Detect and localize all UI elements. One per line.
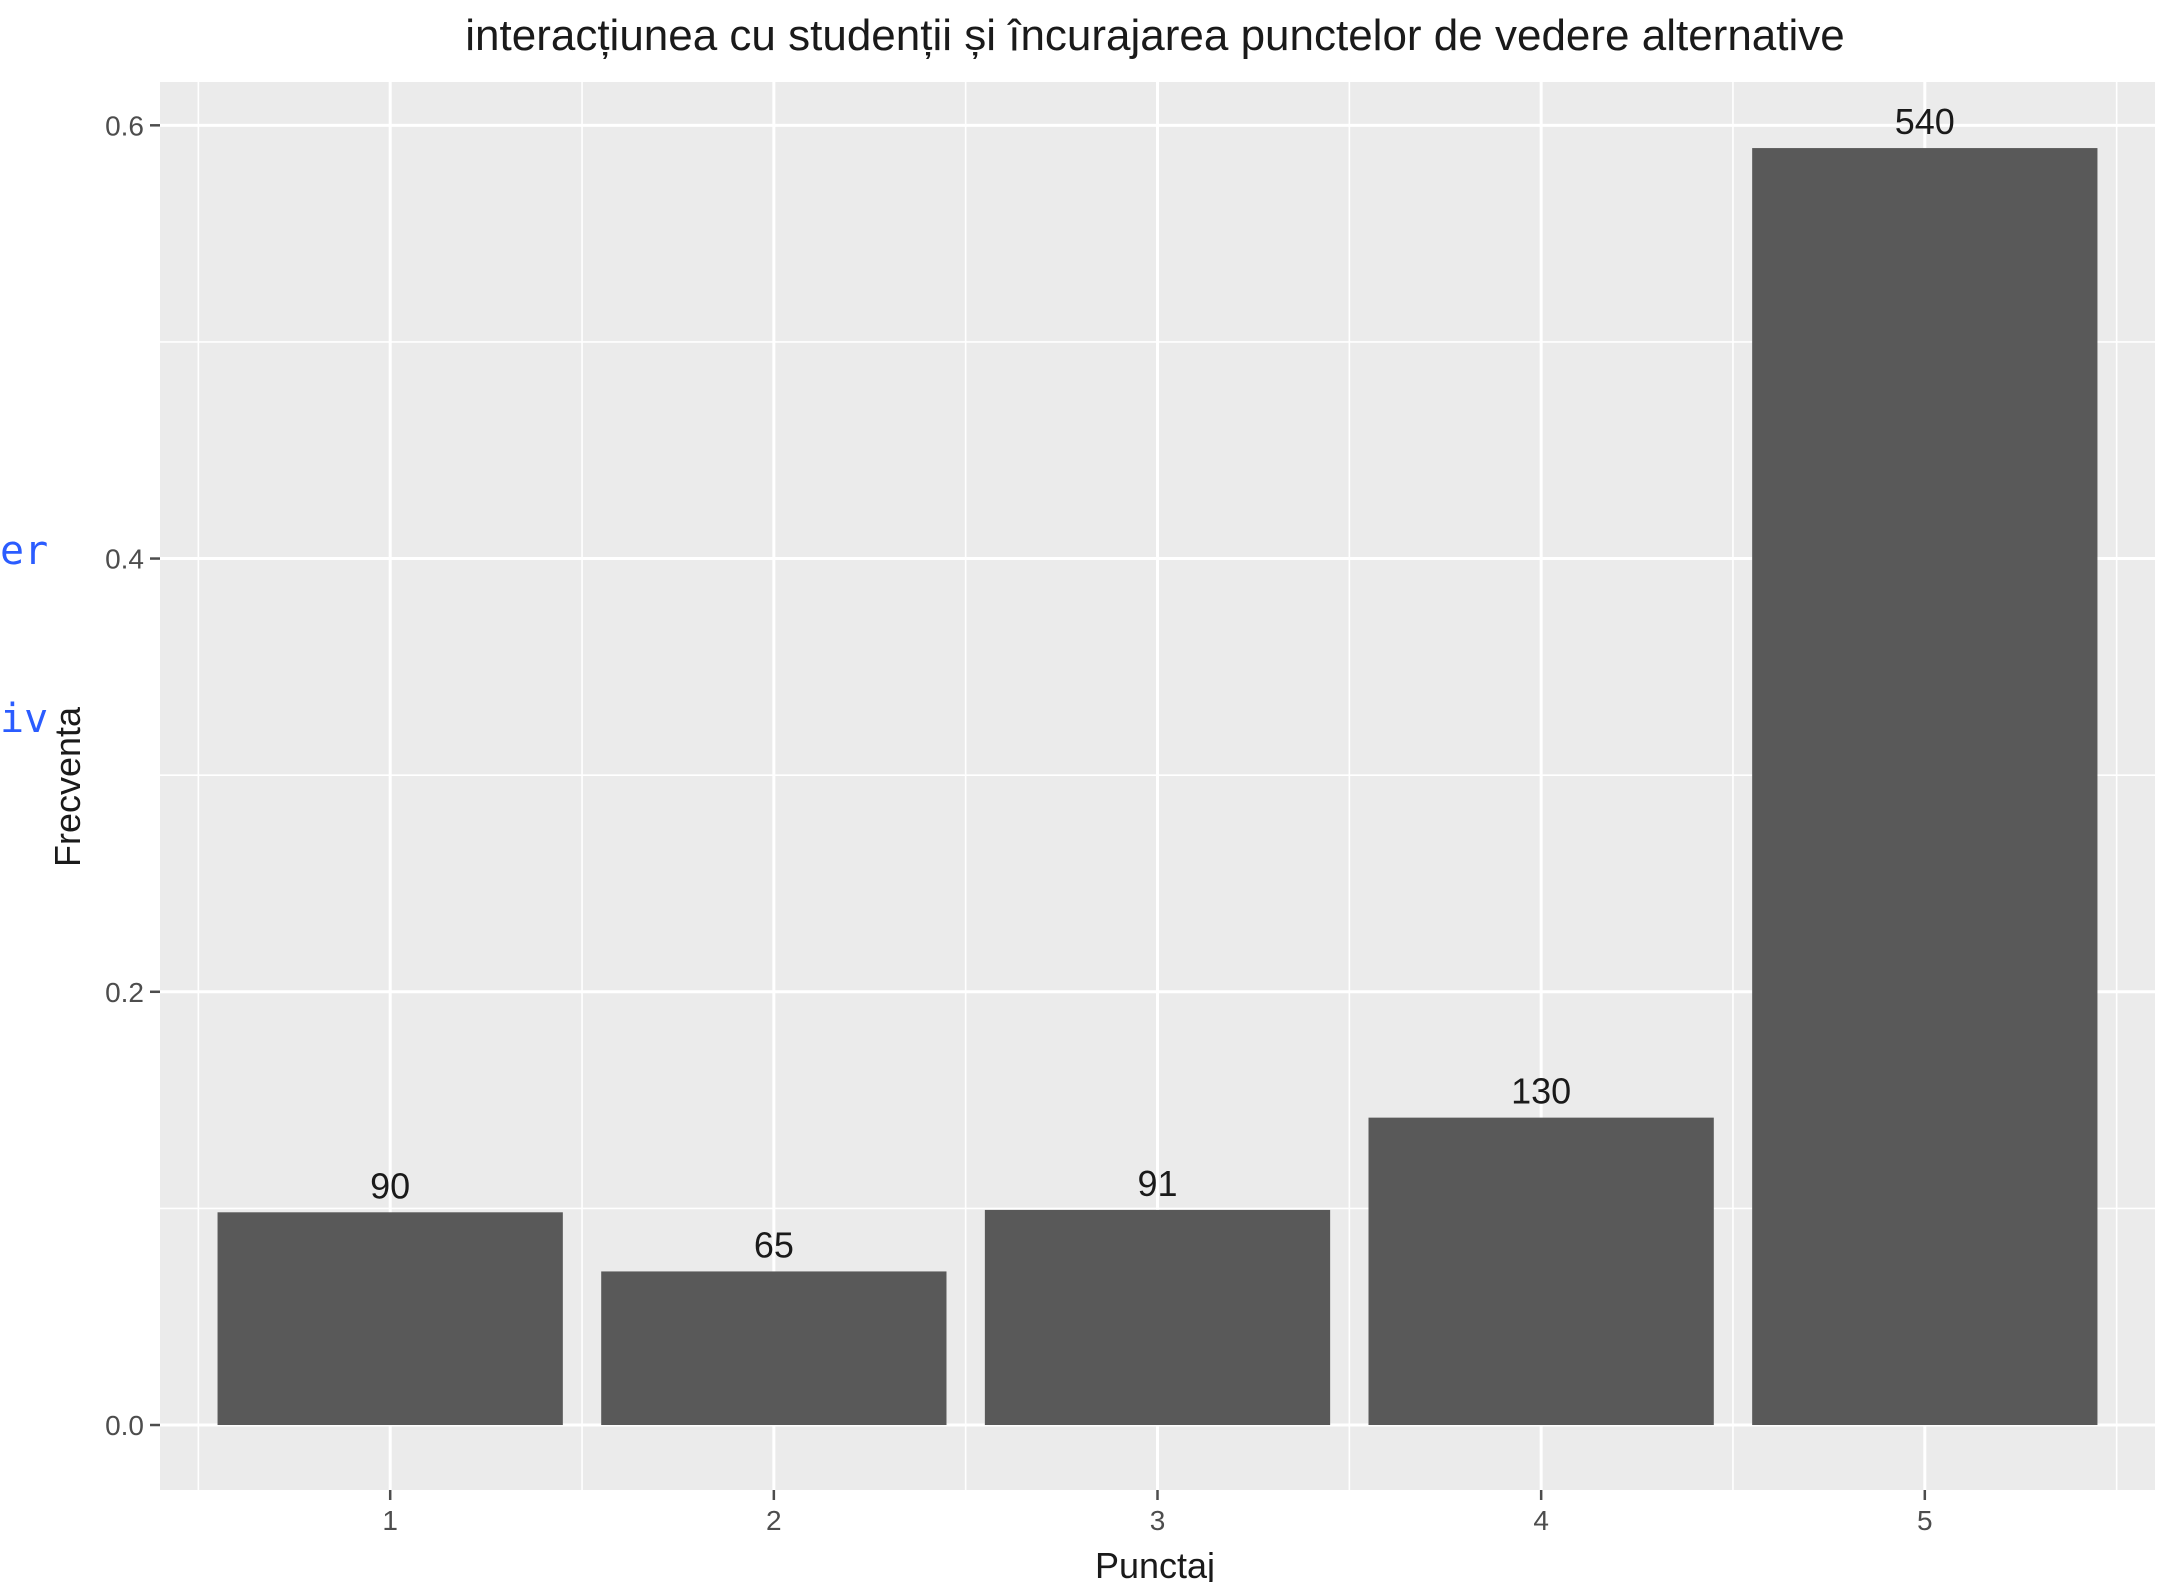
y-tick-label: 0.6 <box>105 110 144 141</box>
bar-value-label: 90 <box>370 1165 410 1206</box>
y-tick-label: 0.0 <box>105 1410 144 1441</box>
bar <box>601 1271 947 1426</box>
bar <box>217 1212 563 1426</box>
x-axis: 1 2 3 4 5 <box>382 1490 1933 1536</box>
bars <box>217 148 2098 1426</box>
x-tick-label: 5 <box>1917 1505 1933 1536</box>
x-tick-label: 4 <box>1533 1505 1549 1536</box>
x-axis-title: Punctaj <box>1095 1545 1215 1582</box>
y-tick-label: 0.2 <box>105 977 144 1008</box>
y-tick-label: 0.4 <box>105 544 144 575</box>
bar-value-label: 130 <box>1511 1071 1571 1112</box>
x-tick-label: 3 <box>1150 1505 1166 1536</box>
bar-value-label: 65 <box>754 1224 794 1265</box>
bar <box>1752 148 2098 1426</box>
bar <box>984 1209 1331 1426</box>
bar-value-labels: 90 65 91 130 540 <box>370 101 1955 1265</box>
bar <box>1368 1117 1714 1426</box>
y-axis: 0.0 0.2 0.4 0.6 <box>105 110 160 1441</box>
x-tick-label: 2 <box>766 1505 782 1536</box>
bar-value-label: 91 <box>1137 1163 1177 1204</box>
cropped-code-fragment: er <box>0 528 49 574</box>
bar-value-label: 540 <box>1895 101 1955 142</box>
cropped-code-fragment: iv <box>0 696 49 742</box>
chart-title: interacțiunea cu studenții și încurajare… <box>465 11 1845 60</box>
y-axis-title: Frecventa <box>47 706 88 867</box>
x-tick-label: 1 <box>382 1505 398 1536</box>
